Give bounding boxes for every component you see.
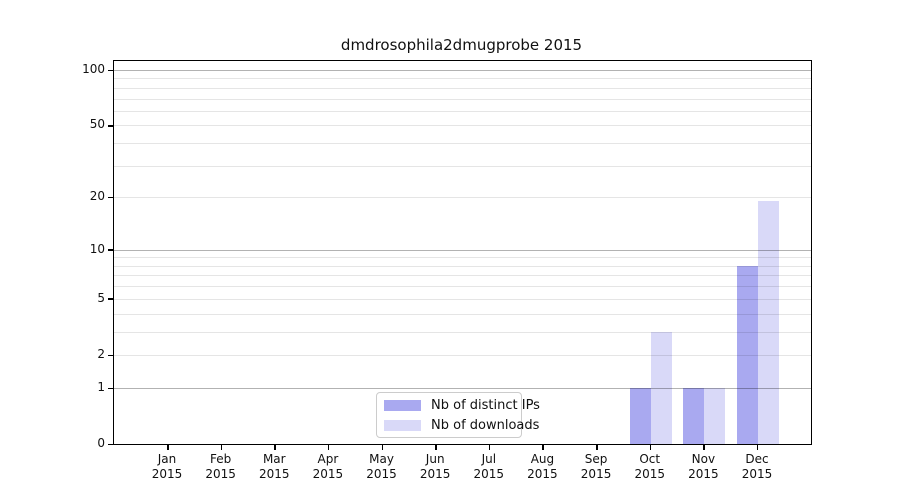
bar-distinct-ips-nov xyxy=(683,387,705,444)
gridline-major-1 xyxy=(114,387,811,389)
x-tick-jan xyxy=(167,444,169,450)
x-tick-label-apr: Apr 2015 xyxy=(293,452,363,482)
y-tick-label-10: 10 xyxy=(89,241,105,256)
y-tick-label-20: 20 xyxy=(89,189,105,204)
gridline-minor-5 xyxy=(114,298,811,300)
x-tick-year-jan: 2015 xyxy=(151,467,183,481)
plot-area xyxy=(113,60,812,445)
x-tick-jul xyxy=(488,444,491,450)
x-tick-year-dec: 2015 xyxy=(741,467,773,481)
x-tick-sep xyxy=(596,444,598,450)
legend-row-distinct-ips: Nb of distinct IPs xyxy=(384,398,540,413)
gridline-minor-90 xyxy=(114,78,811,80)
gridline-minor-50 xyxy=(114,125,811,127)
gridline-minor-6 xyxy=(114,286,811,288)
x-tick-apr xyxy=(327,444,330,450)
x-tick-mar xyxy=(274,444,276,450)
gridline-minor-20 xyxy=(114,197,811,199)
legend-label-distinct-ips: Nb of distinct IPs xyxy=(431,397,540,413)
legend-swatch-downloads xyxy=(384,419,421,431)
x-tick-label-jun: Jun 2015 xyxy=(400,452,470,482)
x-tick-dec xyxy=(756,444,759,450)
x-tick-aug xyxy=(542,444,544,450)
gridline-minor-2 xyxy=(114,354,811,356)
y-tick-label-100: 100 xyxy=(82,61,105,76)
legend: Nb of distinct IPs Nb of downloads xyxy=(376,392,540,438)
gridline-minor-30 xyxy=(114,165,811,167)
x-tick-label-nov: Nov 2015 xyxy=(668,452,738,482)
legend-label-downloads: Nb of downloads xyxy=(431,417,540,433)
x-tick-year-may: 2015 xyxy=(366,467,397,481)
gridline-minor-70 xyxy=(114,98,811,100)
x-tick-year-mar: 2015 xyxy=(258,467,290,481)
x-tick-year-oct: 2015 xyxy=(634,467,665,481)
gridline-major-10 xyxy=(114,249,811,251)
gridline-minor-8 xyxy=(114,265,811,267)
x-tick-year-aug: 2015 xyxy=(527,467,558,481)
y-tick-label-1: 1 xyxy=(97,379,105,394)
gridline-minor-7 xyxy=(114,275,811,277)
x-tick-oct xyxy=(649,444,652,450)
y-tick-1 xyxy=(108,387,113,390)
y-tick-label-50: 50 xyxy=(89,117,105,132)
bar-distinct-ips-dec xyxy=(736,265,758,444)
legend-row-downloads: Nb of downloads xyxy=(384,418,539,433)
gridline-minor-4 xyxy=(114,313,811,315)
bar-downloads-nov xyxy=(704,387,726,444)
gridline-minor-80 xyxy=(114,87,811,89)
y-tick-100 xyxy=(108,69,113,72)
x-tick-feb xyxy=(220,444,223,450)
gridline-minor-3 xyxy=(114,331,811,333)
x-tick-label-aug: Aug 2015 xyxy=(507,452,577,482)
x-tick-year-feb: 2015 xyxy=(205,467,236,481)
x-tick-year-jun: 2015 xyxy=(419,467,451,481)
x-tick-year-sep: 2015 xyxy=(580,467,612,481)
x-tick-may xyxy=(381,444,384,450)
bar-distinct-ips-oct xyxy=(629,387,651,444)
gridline-major-100 xyxy=(114,69,811,71)
x-tick-label-jan: Jan 2015 xyxy=(132,452,202,482)
legend-swatch-distinct-ips xyxy=(384,399,421,411)
x-tick-year-jul: 2015 xyxy=(473,467,505,481)
y-tick-label-2: 2 xyxy=(97,346,105,361)
y-tick-20 xyxy=(108,196,113,199)
gridline-minor-9 xyxy=(114,257,811,259)
y-tick-label-0: 0 xyxy=(97,436,105,450)
x-tick-year-nov: 2015 xyxy=(688,467,719,481)
x-tick-label-may: May 2015 xyxy=(347,452,417,482)
chart-title: dmdrosophila2dmugprobe 2015 xyxy=(340,36,583,54)
y-tick-label-5: 5 xyxy=(97,290,105,305)
x-tick-label-sep: Sep 2015 xyxy=(561,452,631,482)
y-tick-5 xyxy=(108,298,113,300)
x-tick-jun xyxy=(435,444,437,450)
x-tick-label-oct: Oct 2015 xyxy=(615,452,685,482)
y-tick-0 xyxy=(108,443,113,446)
x-tick-nov xyxy=(703,444,705,450)
y-tick-2 xyxy=(108,354,113,357)
x-tick-label-jul: Jul 2015 xyxy=(454,452,524,482)
x-tick-label-feb: Feb 2015 xyxy=(186,452,256,482)
gridline-minor-40 xyxy=(114,143,811,145)
x-tick-label-mar: Mar 2015 xyxy=(239,452,309,482)
x-tick-year-apr: 2015 xyxy=(312,467,344,481)
y-tick-10 xyxy=(108,249,113,251)
x-tick-label-dec: Dec 2015 xyxy=(722,452,792,482)
y-tick-50 xyxy=(108,125,113,127)
bar-downloads-oct xyxy=(650,331,672,444)
bar-downloads-dec xyxy=(757,201,779,444)
gridline-minor-60 xyxy=(114,110,811,112)
